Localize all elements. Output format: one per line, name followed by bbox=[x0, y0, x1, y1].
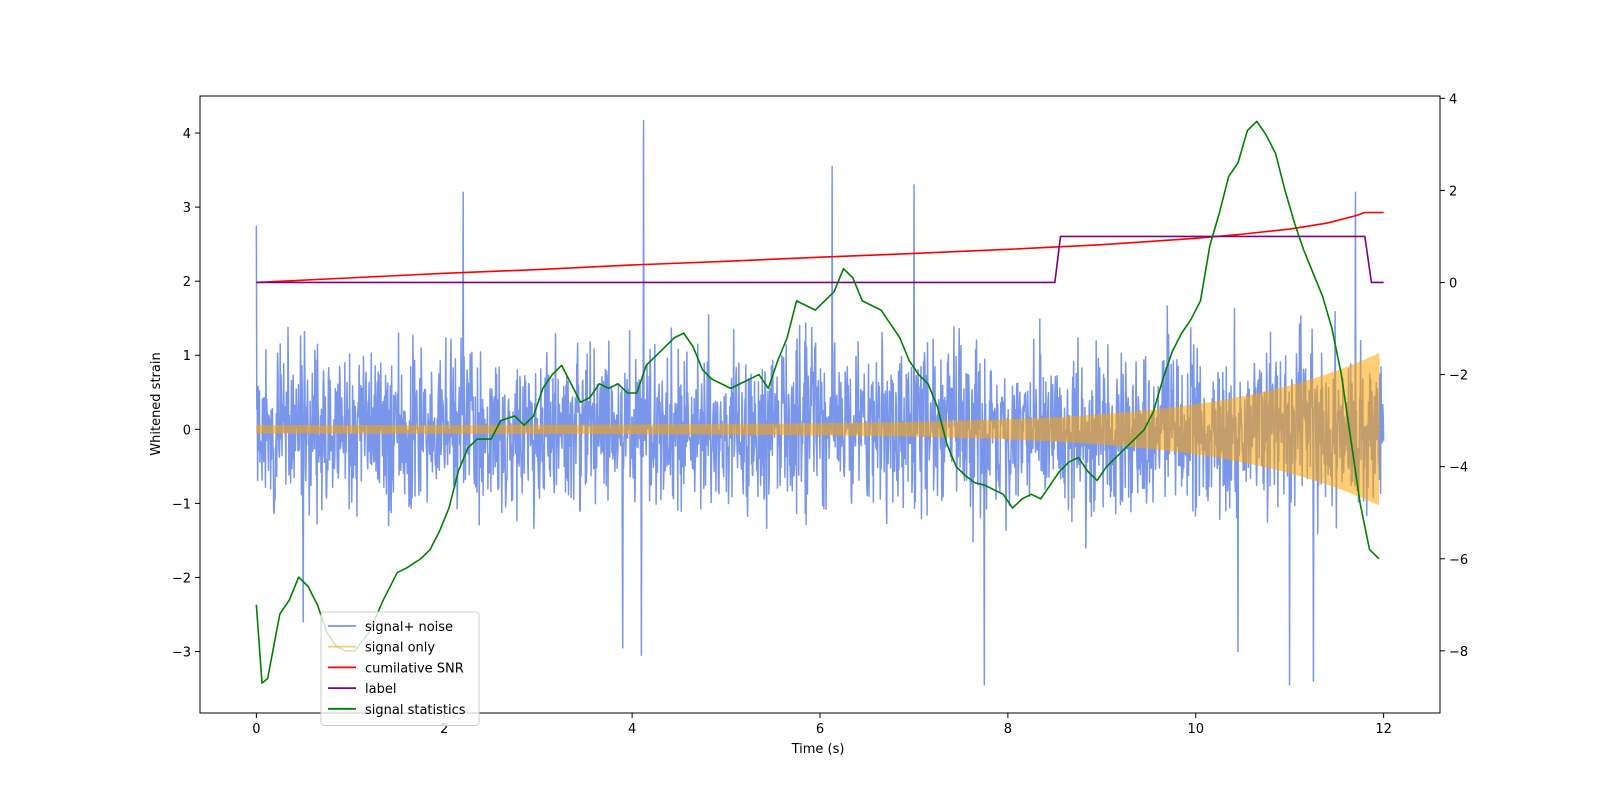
y-tick-label: 1 bbox=[183, 349, 191, 364]
plot-area bbox=[255, 119, 1385, 686]
legend-label: signal statistics bbox=[365, 703, 466, 718]
x-tick-label: 6 bbox=[816, 722, 824, 737]
y-tick-label: 2 bbox=[183, 275, 191, 290]
y-tick-label: 3 bbox=[183, 201, 191, 216]
series-line-label bbox=[256, 235, 1384, 284]
y-axis-left: −3 −2 −1 0 1 2 3 4 bbox=[172, 127, 200, 661]
y2-tick-label: 2 bbox=[1449, 184, 1457, 199]
series-line-signal-statistics bbox=[255, 120, 1380, 684]
y-tick-label: −1 bbox=[172, 497, 191, 512]
x-axis-label: Time (s) bbox=[791, 742, 845, 757]
x-tick-label: 4 bbox=[628, 722, 636, 737]
legend-label: signal+ noise bbox=[365, 620, 453, 635]
x-tick-label: 12 bbox=[1375, 722, 1392, 737]
x-tick-label: 2 bbox=[440, 722, 448, 737]
legend-label: label bbox=[365, 682, 396, 697]
y2-tick-label: −6 bbox=[1449, 553, 1468, 568]
series-line-cumilative-snr bbox=[256, 211, 1384, 284]
x-tick-label: 8 bbox=[1004, 722, 1012, 737]
y-axis-right: −8 −6 −4 −2 0 2 4 bbox=[1440, 92, 1468, 660]
legend-box bbox=[320, 611, 480, 726]
series-line-signal-only bbox=[255, 353, 1384, 506]
y2-tick-label: 4 bbox=[1449, 92, 1457, 107]
y-axis-label: Whitened strain bbox=[149, 352, 164, 455]
x-tick-label: 10 bbox=[1187, 722, 1204, 737]
x-axis: 0 2 4 6 8 10 12 bbox=[252, 713, 1392, 737]
legend-label: signal only bbox=[365, 641, 435, 656]
legend-label: cumilative SNR bbox=[365, 661, 464, 676]
y-tick-label: 0 bbox=[183, 423, 191, 438]
y2-tick-label: −4 bbox=[1449, 461, 1468, 476]
y2-tick-label: −2 bbox=[1449, 369, 1468, 384]
y-tick-label: 4 bbox=[183, 127, 191, 142]
y-tick-label: −3 bbox=[172, 646, 191, 661]
x-tick-label: 0 bbox=[252, 722, 260, 737]
legend: signal+ noise signal only cumilative SNR la… bbox=[320, 611, 480, 726]
y2-tick-label: −8 bbox=[1449, 645, 1468, 660]
y2-tick-label: 0 bbox=[1449, 276, 1457, 291]
y-tick-label: −2 bbox=[172, 571, 191, 586]
